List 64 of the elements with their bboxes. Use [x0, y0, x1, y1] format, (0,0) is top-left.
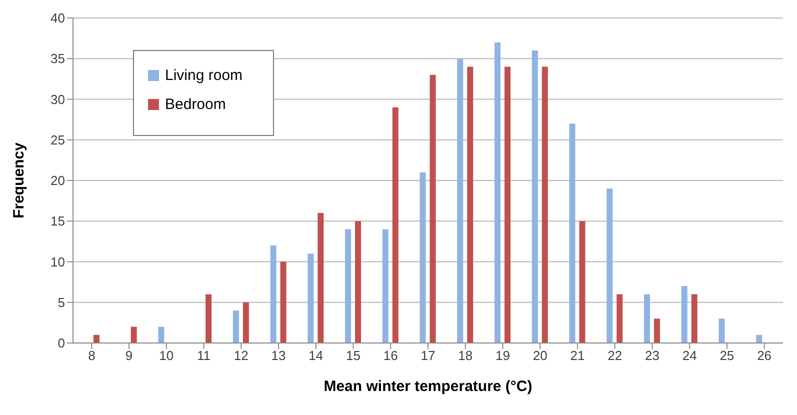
bar	[457, 58, 464, 343]
bar	[494, 42, 501, 343]
bar	[532, 50, 538, 343]
y-tick-label: 30	[50, 92, 65, 107]
y-tick-label: 25	[50, 132, 65, 148]
x-tick-label: 10	[159, 348, 174, 364]
bar	[542, 66, 548, 343]
bar	[654, 318, 660, 343]
x-tick-label: 16	[383, 348, 398, 364]
y-tick-label: 20	[50, 173, 65, 188]
bar	[606, 188, 613, 343]
x-tick-label: 17	[420, 348, 436, 364]
bar	[318, 213, 324, 343]
x-tick-label: 23	[644, 348, 660, 364]
bar	[616, 294, 623, 343]
bar	[681, 286, 688, 343]
bar	[579, 221, 586, 343]
x-tick-label: 14	[308, 348, 324, 364]
legend-label: Living room	[165, 67, 243, 84]
bar	[718, 318, 725, 343]
bar	[756, 334, 762, 343]
y-tick-label: 0	[58, 336, 65, 351]
x-tick-label: 12	[234, 348, 248, 364]
bar	[467, 66, 474, 343]
x-tick-label: 21	[570, 348, 585, 364]
bar	[158, 326, 164, 343]
x-tick-label: 13	[271, 348, 286, 364]
bar	[355, 221, 362, 343]
y-tick-label: 35	[50, 51, 65, 66]
x-tick-label: 22	[608, 348, 622, 364]
x-tick-label: 11	[197, 348, 211, 364]
bar	[270, 246, 276, 343]
bar	[308, 254, 314, 343]
legend-label: Bedroom	[165, 96, 226, 113]
x-tick-label: 15	[346, 348, 360, 364]
bar	[569, 124, 576, 343]
x-tick-label: 8	[88, 348, 96, 364]
bar	[242, 302, 249, 343]
y-tick-label: 40	[50, 10, 65, 26]
bar	[430, 74, 436, 343]
x-tick-label: 9	[125, 348, 133, 364]
y-tick-label: 15	[50, 214, 65, 229]
bar	[206, 294, 212, 343]
x-tick-label: 25	[720, 348, 734, 364]
x-tick-label: 18	[458, 348, 473, 364]
bar	[280, 262, 286, 343]
x-tick-label: 20	[532, 348, 548, 364]
bar	[382, 229, 388, 343]
bar	[691, 294, 698, 343]
bar	[392, 107, 398, 343]
x-tick-label: 24	[682, 348, 697, 364]
y-tick-label: 5	[58, 294, 65, 310]
x-tick-label: 26	[757, 348, 772, 364]
y-tick-label: 10	[50, 254, 65, 270]
bar	[130, 326, 137, 343]
x-tick-label: 19	[496, 348, 510, 364]
x-axis-title: Mean winter temperature (°C)	[324, 378, 532, 395]
bar	[345, 229, 352, 343]
bar	[420, 172, 426, 343]
bar	[504, 66, 511, 343]
bar	[644, 294, 650, 343]
bar	[232, 310, 239, 343]
bar	[93, 334, 100, 343]
y-axis-title: Frequency	[10, 142, 28, 218]
